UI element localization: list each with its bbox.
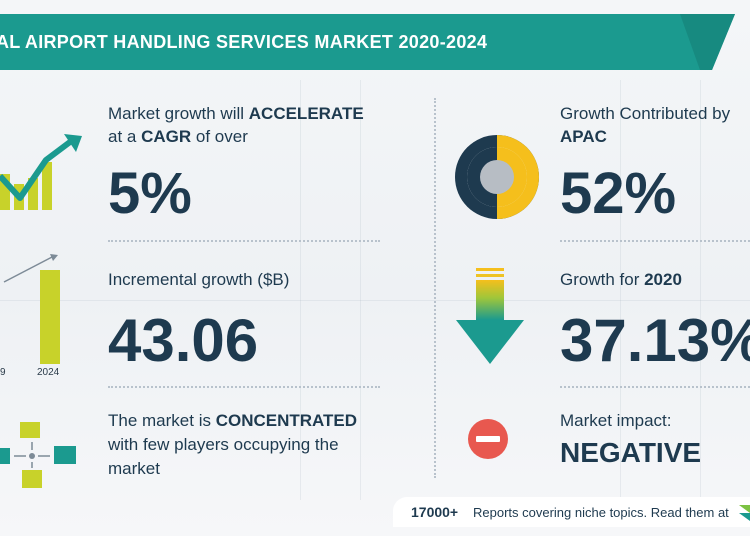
impact-value: NEGATIVE: [560, 437, 702, 468]
header-banner: AL AIRPORT HANDLING SERVICES MARKET 2020…: [0, 14, 735, 70]
row-divider: [108, 386, 380, 388]
donut-chart-icon: [455, 135, 539, 219]
concentration-line1: The market is CONCENTRATED: [108, 411, 358, 430]
year-end-label: 2024: [37, 367, 60, 378]
impact-label: Market impact:: [560, 411, 672, 430]
trend-arrow-icon: [0, 134, 82, 210]
logo-icon: [739, 505, 750, 521]
footer-bar: 17000+ Reports covering niche topics. Re…: [393, 497, 750, 527]
bg-line: [0, 300, 750, 301]
apac-value: 52%: [560, 161, 677, 226]
incremental-label: Incremental growth ($B): [108, 270, 290, 289]
minus-circle-icon: [468, 419, 508, 459]
bg-line: [620, 80, 621, 500]
column-divider: [434, 98, 436, 478]
cagr-label-line1: Market growth will ACCELERATE: [108, 104, 364, 123]
mini-bar-chart: [3, 254, 60, 364]
row-divider: [108, 240, 380, 242]
bg-line: [360, 80, 361, 500]
cagr-value: 5%: [108, 161, 192, 226]
year-start-label: 9: [0, 367, 6, 378]
footer-count: 17000+: [411, 504, 459, 520]
bg-line: [700, 80, 701, 500]
page-title: AL AIRPORT HANDLING SERVICES MARKET 2020…: [0, 32, 488, 52]
concentration-line3: market: [108, 459, 160, 478]
bg-line: [300, 80, 301, 500]
apac-label-line1: Growth Contributed by: [560, 104, 731, 123]
cagr-label-line2: at a CAGR of over: [108, 127, 248, 146]
concentration-line2: with few players occupying the: [108, 435, 339, 454]
apac-label-line2: APAC: [560, 127, 607, 146]
row-divider: [560, 386, 750, 388]
row-divider: [560, 240, 750, 242]
banner-shape: [0, 14, 735, 70]
growth2020-label: Growth for 2020: [560, 270, 682, 289]
down-arrow-icon: [456, 268, 524, 364]
incremental-value: 43.06: [108, 307, 259, 374]
footer-text[interactable]: Reports covering niche topics. Read them…: [473, 505, 729, 520]
growth2020-value: 37.13%: [560, 307, 750, 374]
network-buildings-icon: [0, 422, 76, 488]
